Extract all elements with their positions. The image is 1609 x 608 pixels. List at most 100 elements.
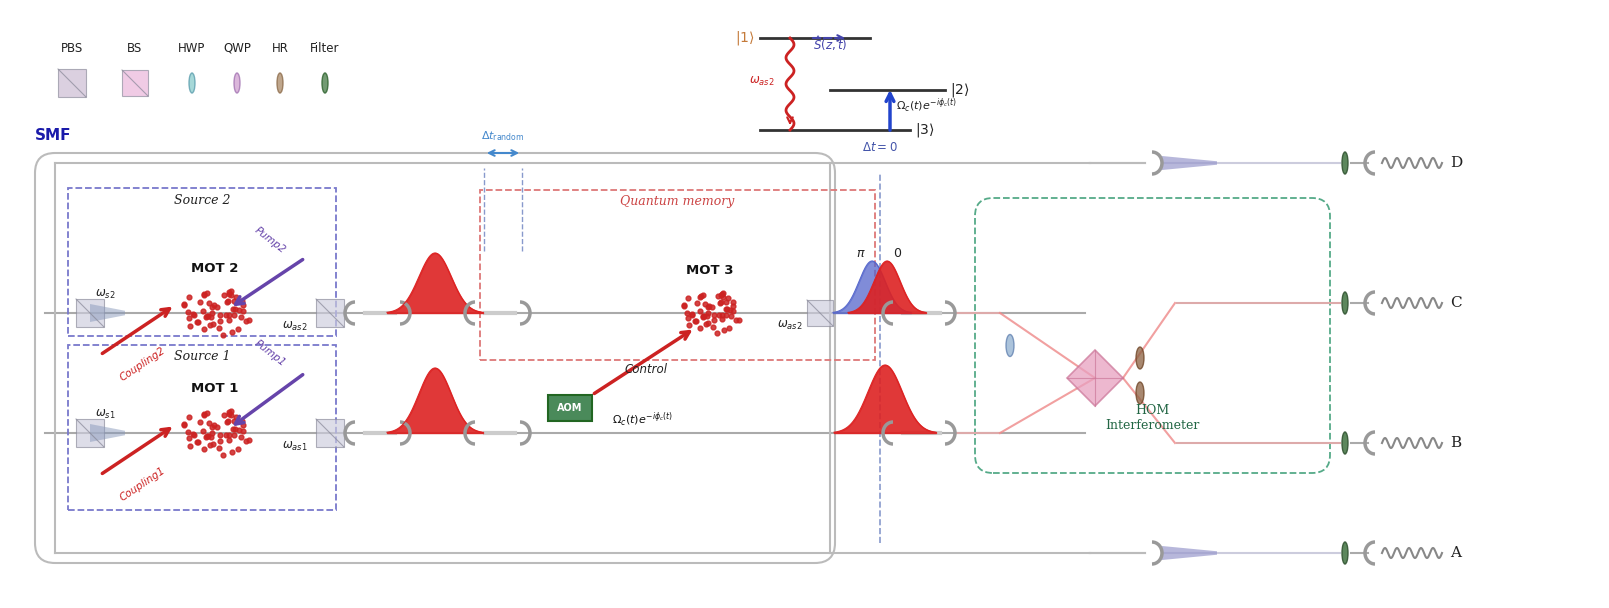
Point (718, 305, 743, 315)
Point (222, 304, 248, 314)
Text: B: B (1450, 436, 1461, 450)
Polygon shape (122, 70, 148, 96)
Polygon shape (808, 300, 833, 326)
Text: $|3\rangle$: $|3\rangle$ (916, 121, 935, 139)
Point (177, 322, 203, 331)
Point (706, 310, 732, 320)
Point (217, 407, 243, 417)
Point (185, 437, 211, 446)
Text: $\hat{S}(z,t)$: $\hat{S}(z,t)$ (813, 34, 848, 53)
Point (191, 289, 217, 299)
Point (196, 320, 222, 330)
Point (692, 299, 718, 309)
Point (690, 311, 716, 321)
Point (185, 317, 211, 326)
Text: AOM: AOM (557, 403, 582, 413)
Text: $\Delta t=0$: $\Delta t=0$ (862, 141, 898, 154)
Point (674, 308, 700, 317)
Text: Source 1: Source 1 (174, 350, 230, 364)
Point (190, 410, 216, 420)
Point (711, 325, 737, 335)
Point (177, 313, 203, 323)
Point (716, 323, 742, 333)
Polygon shape (76, 419, 105, 447)
Point (710, 292, 735, 302)
Point (682, 316, 708, 326)
Point (217, 410, 243, 420)
Point (714, 305, 740, 314)
Point (180, 310, 206, 320)
Point (217, 407, 243, 416)
Point (216, 289, 241, 299)
Point (183, 317, 209, 326)
Ellipse shape (277, 73, 283, 93)
Text: $\pi$: $\pi$ (856, 247, 866, 260)
Ellipse shape (188, 73, 195, 93)
Point (193, 432, 219, 441)
Text: SMF: SMF (35, 128, 71, 143)
Point (703, 328, 729, 338)
Polygon shape (1067, 350, 1123, 406)
Ellipse shape (1136, 382, 1144, 404)
Point (220, 430, 246, 440)
Point (216, 310, 241, 320)
Polygon shape (315, 299, 344, 327)
Point (679, 309, 705, 319)
Point (216, 416, 241, 426)
Point (217, 287, 243, 297)
Point (208, 310, 233, 320)
Point (224, 412, 249, 422)
Point (700, 302, 726, 312)
Text: $\omega_{as1}$: $\omega_{as1}$ (282, 440, 307, 453)
Point (216, 430, 241, 440)
Point (682, 316, 708, 326)
Point (676, 313, 702, 322)
Text: Pump1: Pump1 (253, 338, 286, 368)
Point (227, 432, 253, 441)
Ellipse shape (1342, 152, 1348, 174)
Point (216, 295, 241, 305)
Point (237, 435, 262, 445)
Point (687, 292, 713, 302)
Point (196, 298, 222, 308)
Point (222, 424, 248, 434)
Point (225, 444, 251, 454)
Text: $\Omega_c(t)e^{-i\phi_c(t)}$: $\Omega_c(t)e^{-i\phi_c(t)}$ (611, 411, 673, 429)
Text: D: D (1450, 156, 1463, 170)
Point (211, 290, 237, 300)
Point (190, 306, 216, 316)
Point (721, 301, 747, 311)
Point (693, 319, 719, 329)
Point (695, 302, 721, 312)
Point (722, 315, 748, 325)
Point (233, 316, 259, 326)
Text: $|2\rangle$: $|2\rangle$ (949, 81, 970, 99)
Point (714, 293, 740, 303)
Point (713, 310, 739, 320)
Point (191, 325, 217, 334)
Point (690, 290, 716, 300)
Point (190, 291, 216, 300)
Point (198, 312, 224, 322)
Text: $\Delta t_{\rm random}$: $\Delta t_{\rm random}$ (481, 129, 525, 143)
Point (676, 320, 702, 330)
Point (692, 311, 718, 320)
Point (206, 443, 232, 453)
Point (214, 416, 240, 426)
Point (175, 308, 201, 317)
Point (195, 409, 220, 418)
Point (719, 297, 745, 307)
Text: A: A (1450, 546, 1461, 560)
Point (177, 292, 203, 302)
Ellipse shape (1342, 432, 1348, 454)
Point (708, 297, 734, 306)
Point (220, 424, 246, 434)
Ellipse shape (1342, 542, 1348, 564)
Point (224, 292, 249, 302)
Bar (549, 395, 592, 421)
Ellipse shape (1136, 347, 1144, 369)
Point (671, 300, 697, 309)
Text: $|1\rangle$: $|1\rangle$ (735, 29, 755, 47)
Ellipse shape (1006, 334, 1014, 356)
Text: PBS: PBS (61, 41, 84, 55)
